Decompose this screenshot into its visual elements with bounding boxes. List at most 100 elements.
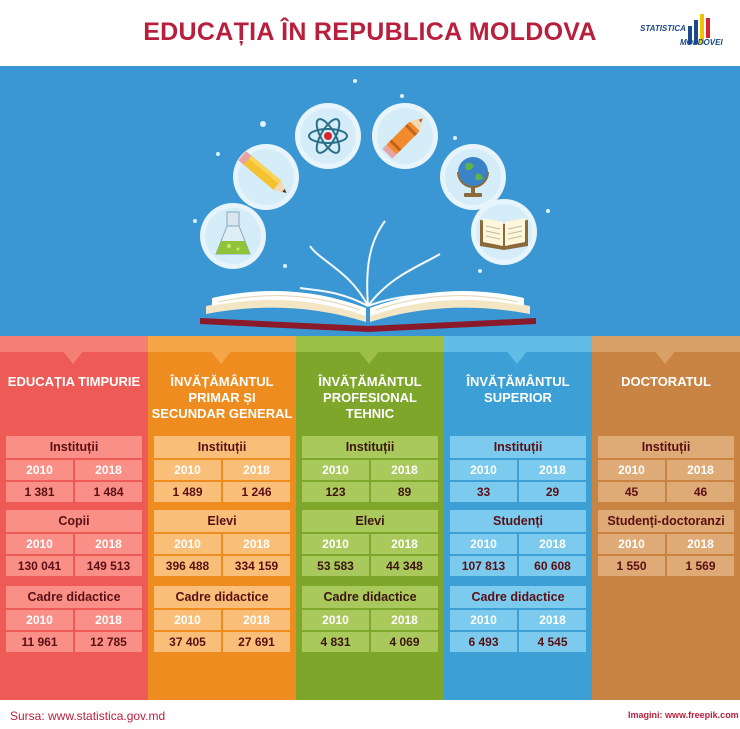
value-cell: 396 488 [154, 556, 221, 576]
year-cell: 2018 [223, 610, 290, 630]
education-column: ÎNVĂȚĂMÂNTUL PROFESIONAL TEHNIC Instituți… [296, 336, 444, 700]
value-cell: 1 569 [667, 556, 734, 576]
column-notch [506, 350, 528, 364]
stat-group: Studenți-doctoranzi 2010 2018 1 550 1 569 [598, 510, 734, 576]
year-row: 2010 2018 [6, 610, 142, 630]
value-cell: 149 513 [75, 556, 142, 576]
stat-group: Instituții 2010 2018 45 46 [598, 436, 734, 502]
open-book-icon [200, 290, 536, 332]
logo-text-line2: MOLDOVEI [680, 38, 723, 47]
value-cell: 334 159 [223, 556, 290, 576]
value-row: 4 831 4 069 [302, 632, 438, 652]
book-icon [471, 199, 537, 265]
column-title: ÎNVĂȚĂMÂNTUL PROFESIONAL TEHNIC [318, 374, 422, 421]
stat-group: Instituții 2010 2018 1 381 1 484 [6, 436, 142, 502]
column-header-bar [592, 336, 740, 352]
year-row: 2010 2018 [154, 610, 290, 630]
column-notch [210, 350, 232, 364]
value-row: 107 813 60 608 [450, 556, 586, 576]
value-cell: 27 691 [223, 632, 290, 652]
stat-group-label: Studenți [450, 510, 586, 532]
year-cell: 2010 [302, 610, 369, 630]
value-row: 396 488 334 159 [154, 556, 290, 576]
column-header-bar [0, 336, 148, 352]
column-title: ÎNVĂȚĂMÂNTUL SUPERIOR [466, 374, 570, 405]
column-header-bar [444, 336, 592, 352]
page-title: EDUCAȚIA ÎN REPUBLICA MOLDOVA [143, 18, 597, 46]
year-cell: 2010 [154, 610, 221, 630]
stat-group: Instituții 2010 2018 1 489 1 246 [154, 436, 290, 502]
pencil-icon [233, 144, 299, 210]
year-row: 2010 2018 [450, 534, 586, 554]
column-title: EDUCAȚIA TIMPURIE [7, 374, 141, 389]
globe-icon [440, 144, 506, 210]
year-cell: 2010 [450, 460, 517, 480]
year-cell: 2018 [75, 534, 142, 554]
value-cell: 45 [598, 482, 665, 502]
footer: Sursa: www.statistica.gov.md Imagini: ww… [0, 700, 740, 729]
value-row: 6 493 4 545 [450, 632, 586, 652]
year-cell: 2010 [302, 460, 369, 480]
stat-group-label: Instituții [450, 436, 586, 458]
value-cell: 37 405 [154, 632, 221, 652]
value-row: 53 583 44 348 [302, 556, 438, 576]
year-row: 2010 2018 [302, 610, 438, 630]
value-cell: 29 [519, 482, 586, 502]
education-column: ÎNVĂȚĂMÂNTUL PRIMAR ȘI SECUNDAR GENERAL I… [148, 336, 296, 700]
year-cell: 2018 [667, 460, 734, 480]
year-cell: 2018 [371, 534, 438, 554]
value-row: 33 29 [450, 482, 586, 502]
year-cell: 2010 [154, 460, 221, 480]
statistics-columns: EDUCAȚIA TIMPURIE Instituții 2010 2018 1 381… [0, 336, 740, 700]
column-notch [62, 350, 84, 364]
year-row: 2010 2018 [302, 460, 438, 480]
year-cell: 2010 [450, 610, 517, 630]
value-cell: 44 348 [371, 556, 438, 576]
year-cell: 2010 [6, 460, 73, 480]
atom-icon [295, 103, 361, 169]
year-cell: 2010 [450, 534, 517, 554]
year-row: 2010 2018 [154, 534, 290, 554]
year-cell: 2010 [6, 610, 73, 630]
value-cell: 123 [302, 482, 369, 502]
stat-group-label: Instituții [6, 436, 142, 458]
stat-group: Copii 2010 2018 130 041 149 513 [6, 510, 142, 576]
year-cell: 2010 [302, 534, 369, 554]
illustration-banner [0, 66, 740, 336]
year-row: 2010 2018 [302, 534, 438, 554]
stat-group-label: Elevi [302, 510, 438, 532]
value-row: 37 405 27 691 [154, 632, 290, 652]
value-row: 130 041 149 513 [6, 556, 142, 576]
year-cell: 2018 [371, 460, 438, 480]
education-column: EDUCAȚIA TIMPURIE Instituții 2010 2018 1 381… [0, 336, 148, 700]
value-row: 1 489 1 246 [154, 482, 290, 502]
year-cell: 2010 [598, 460, 665, 480]
value-cell: 1 489 [154, 482, 221, 502]
stat-group: Cadre didactice 2010 2018 37 405 27 691 [154, 586, 290, 652]
value-cell: 1 381 [6, 482, 73, 502]
year-cell: 2018 [371, 610, 438, 630]
value-cell: 11 961 [6, 632, 73, 652]
flask-icon [200, 203, 266, 269]
value-cell: 1 484 [75, 482, 142, 502]
column-title: DOCTORATUL [621, 374, 711, 389]
value-cell: 1 550 [598, 556, 665, 576]
logo-bars-icon [688, 14, 710, 44]
year-row: 2010 2018 [6, 460, 142, 480]
year-cell: 2018 [75, 460, 142, 480]
stat-group-label: Copii [6, 510, 142, 532]
stat-group-label: Instituții [302, 436, 438, 458]
stat-group: Elevi 2010 2018 396 488 334 159 [154, 510, 290, 576]
column-header-bar [148, 336, 296, 352]
stat-group: Cadre didactice 2010 2018 11 961 12 785 [6, 586, 142, 652]
value-row: 1 381 1 484 [6, 482, 142, 502]
statistica-moldovei-logo: STATISTICA MOLDOVEI [640, 8, 735, 52]
value-cell: 130 041 [6, 556, 73, 576]
year-row: 2010 2018 [450, 610, 586, 630]
stat-group: Instituții 2010 2018 33 29 [450, 436, 586, 502]
column-notch [358, 350, 380, 364]
stat-group-label: Instituții [598, 436, 734, 458]
column-header-bar [296, 336, 444, 352]
value-cell: 60 608 [519, 556, 586, 576]
value-row: 11 961 12 785 [6, 632, 142, 652]
